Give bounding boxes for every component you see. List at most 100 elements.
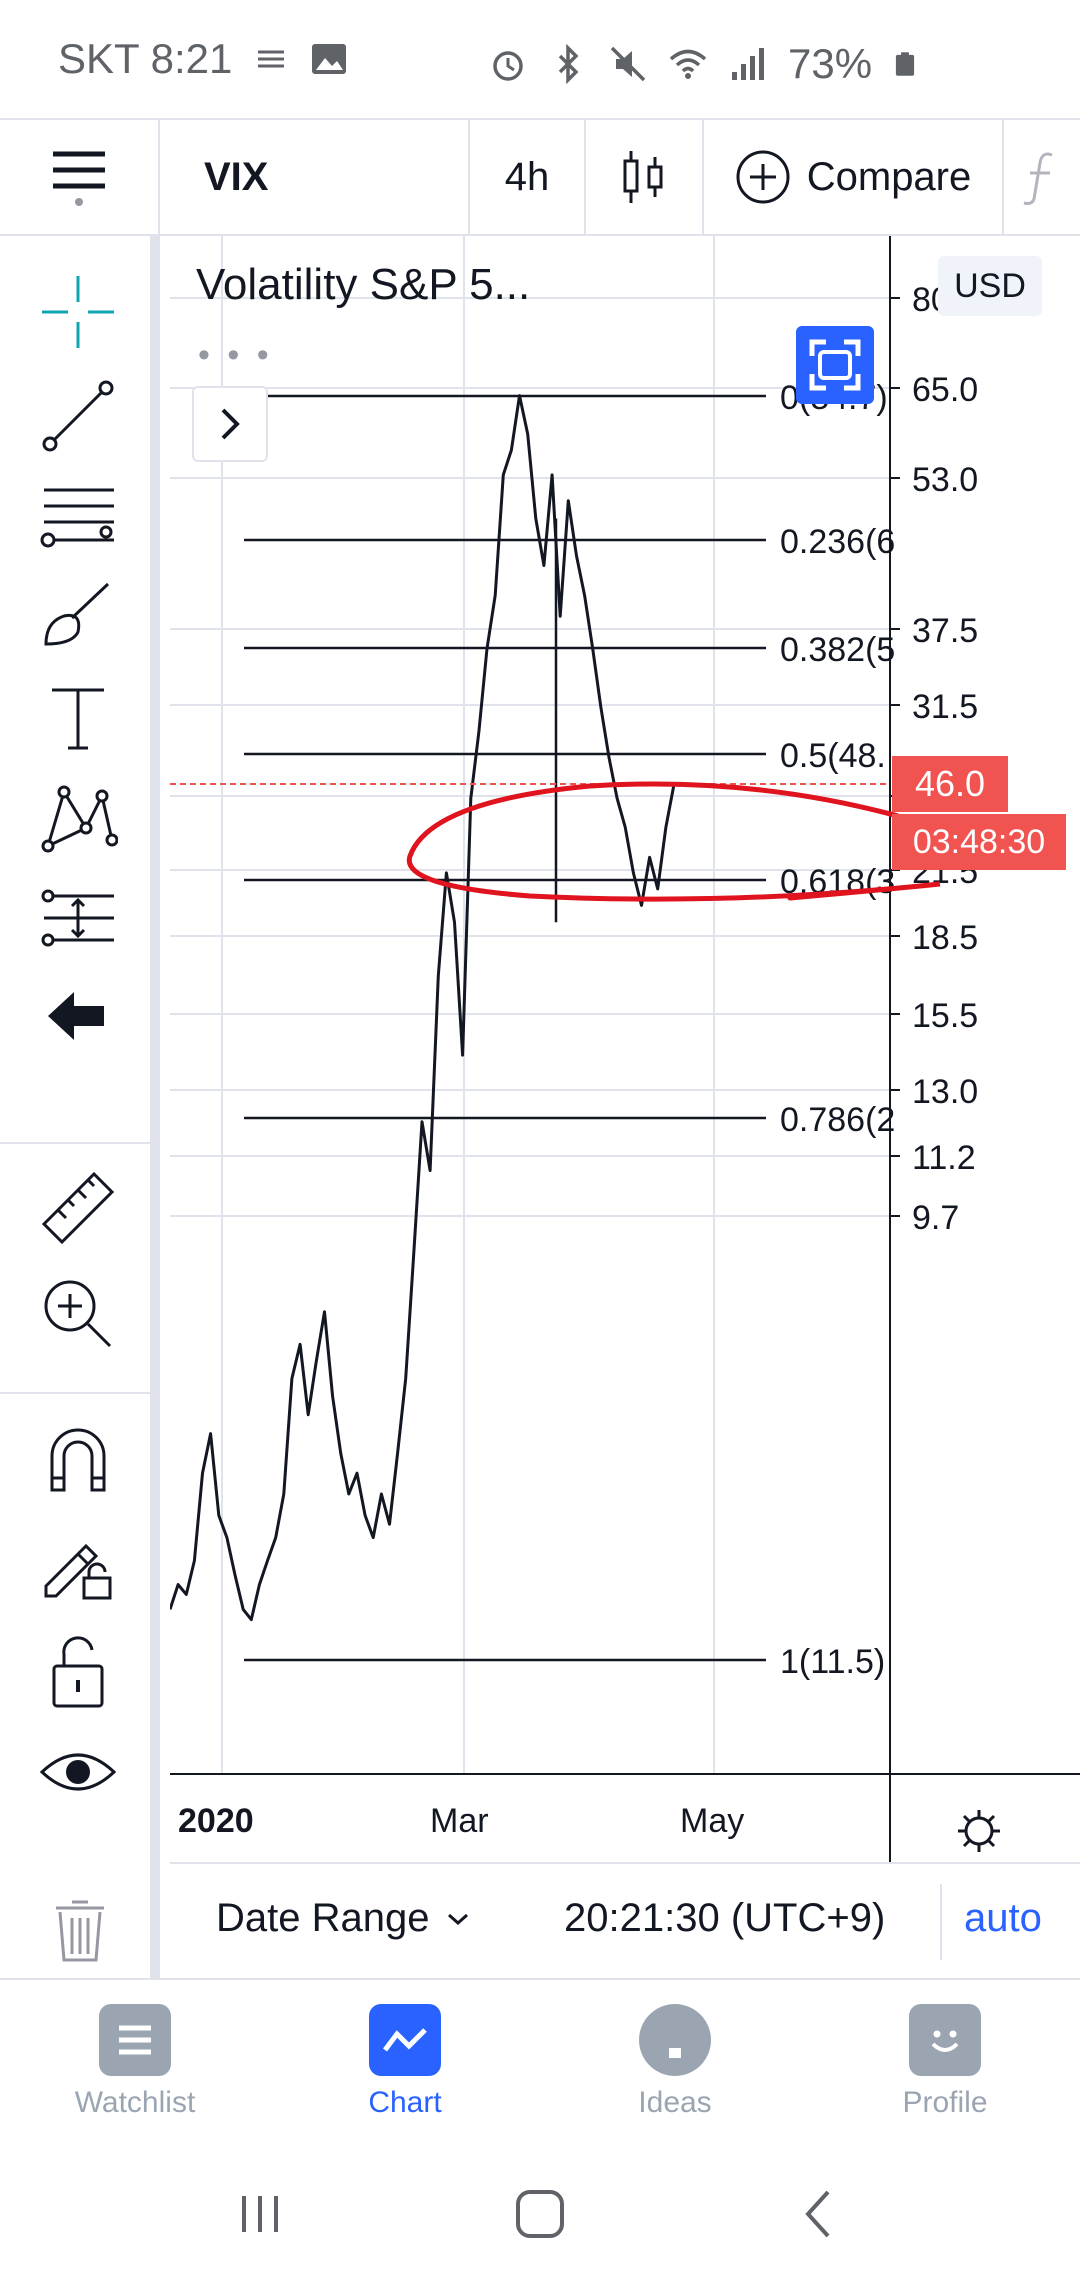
trash-icon[interactable] <box>52 1898 108 1964</box>
price-chart[interactable]: 180.065.053.037.531.525.521.518.515.513.… <box>170 236 1080 1862</box>
alarm-icon <box>493 51 523 81</box>
mute-icon <box>610 46 646 82</box>
home-icon[interactable] <box>510 2184 570 2244</box>
battery-percent: 73% <box>788 40 873 87</box>
legend-more-button[interactable]: • • • <box>198 336 273 374</box>
nav-watchlist[interactable]: Watchlist <box>0 1980 270 2148</box>
fib-level-label: 0.786(2 <box>780 1101 895 1139</box>
price-tick-label: 31.5 <box>912 688 978 726</box>
status-bar: SKT 8:21 73% <box>0 0 1080 118</box>
annotation-ellipse <box>406 781 941 902</box>
magnet-tool[interactable] <box>38 1420 118 1500</box>
carrier-time: SKT 8:21 <box>58 35 233 82</box>
compare-button[interactable]: Compare <box>704 120 1004 234</box>
currency-badge[interactable]: USD <box>938 256 1042 316</box>
date-range-button[interactable]: Date Range <box>216 1896 471 1941</box>
ruler-tool[interactable] <box>38 1168 118 1248</box>
system-navigation <box>0 2148 1080 2280</box>
lock-drawings-tool[interactable] <box>38 1526 118 1606</box>
crosshair-icon <box>42 276 114 348</box>
nav-watchlist-label: Watchlist <box>74 2086 196 2119</box>
brush-icon <box>44 582 110 646</box>
menu-button[interactable] <box>0 120 160 234</box>
chart-icon <box>369 2004 441 2076</box>
brush-tool[interactable] <box>38 576 118 656</box>
fib-retracement-icon <box>40 488 114 548</box>
nav-ideas-label: Ideas <box>638 2086 712 2119</box>
fib-level-label: 1(11.5) <box>780 1643 885 1681</box>
trend-line-tool[interactable] <box>38 376 118 456</box>
indicators-icon <box>1023 152 1053 205</box>
crosshair-tool[interactable] <box>38 272 118 352</box>
legend-toggle-button[interactable] <box>192 386 268 462</box>
zoom-in-tool[interactable] <box>38 1274 118 1354</box>
price-tick-label: 11.2 <box>912 1139 976 1177</box>
legend-title: Volatility S&P 5... <box>196 260 531 309</box>
price-tick-label: 53.0 <box>912 461 978 499</box>
price-tick-label: 9.7 <box>912 1199 959 1237</box>
chart-type-button[interactable] <box>586 120 704 234</box>
price-tick-label: 15.5 <box>912 997 978 1035</box>
ruler-icon <box>41 1171 115 1245</box>
profile-smiley-icon <box>909 2004 981 2076</box>
prediction-tool[interactable] <box>38 878 118 958</box>
text-tool[interactable] <box>38 678 118 758</box>
nav-ideas[interactable]: Ideas <box>540 1980 810 2148</box>
pattern-tool[interactable] <box>38 778 118 858</box>
chart-toolbar: VIX 4h Compare <box>0 118 1080 236</box>
settings-gear-icon[interactable] <box>954 1806 1004 1856</box>
chevron-right-icon <box>221 408 240 440</box>
ideas-lightbulb-icon <box>639 2004 711 2076</box>
lock-all-tool[interactable] <box>38 1632 118 1712</box>
nav-chart-label: Chart <box>368 2086 442 2119</box>
chart-bottom-bar: Date Range 20:21:30 (UTC+9) auto <box>170 1862 1080 1978</box>
wifi-icon <box>669 49 707 79</box>
add-circle-icon <box>736 150 790 204</box>
time-tick-label: May <box>680 1802 744 1840</box>
price-tick-label: 65.0 <box>912 371 978 409</box>
bluetooth-icon <box>558 44 579 84</box>
symbol-search-button[interactable]: VIX <box>160 120 470 234</box>
signal-icon <box>732 48 764 80</box>
nav-profile-label: Profile <box>902 2086 988 2119</box>
date-range-label: Date Range <box>216 1896 430 1940</box>
watchlist-icon <box>99 2004 171 2076</box>
pattern-icon <box>41 785 118 853</box>
notification-icon <box>258 50 285 68</box>
fullscreen-icon <box>809 339 861 391</box>
prediction-icon <box>41 889 114 947</box>
bar-countdown-label: 03:48:30 <box>892 814 1066 870</box>
fullscreen-button[interactable] <box>796 326 874 404</box>
nav-chart[interactable]: Chart <box>270 1980 540 2148</box>
recent-apps-icon[interactable] <box>230 2184 290 2244</box>
auto-scale-button[interactable]: auto <box>964 1896 1042 1940</box>
fib-retracement-tool[interactable] <box>38 476 118 556</box>
nav-profile[interactable]: Profile <box>810 1980 1080 2148</box>
time-zone-button[interactable]: 20:21:30 (UTC+9) <box>564 1896 886 1940</box>
chart-pane[interactable]: 180.065.053.037.531.525.521.518.515.513.… <box>170 236 1080 1862</box>
price-tick-label: 13.0 <box>912 1073 978 1111</box>
price-tick-label: 18.5 <box>912 919 978 957</box>
text-icon <box>52 688 104 750</box>
hide-toolbar-button[interactable] <box>38 976 118 1056</box>
back-arrow-icon <box>48 992 104 1040</box>
fib-level-label: 0.5(48. <box>780 737 886 775</box>
price-tick-label: 37.5 <box>912 612 978 650</box>
drawing-tools-sidebar <box>0 236 160 1978</box>
battery-icon <box>895 52 915 76</box>
hamburger-menu-icon <box>53 151 105 206</box>
bottom-navigation: Watchlist Chart Ideas Profile <box>0 1978 1080 2148</box>
back-icon[interactable] <box>790 2184 850 2244</box>
time-tick-label: 2020 <box>178 1802 254 1840</box>
last-price-label: 46.0 <box>892 756 1008 812</box>
hide-drawings-tool[interactable] <box>38 1732 118 1812</box>
divider <box>940 1884 942 1960</box>
lock-drawing-icon <box>44 1543 112 1600</box>
gallery-icon <box>312 44 347 74</box>
interval-button[interactable]: 4h <box>470 120 586 234</box>
lock-icon <box>52 1636 104 1708</box>
trend-line-icon <box>42 380 114 452</box>
indicators-button[interactable] <box>1004 120 1080 234</box>
time-tick-label: Mar <box>430 1802 489 1840</box>
magnet-icon <box>50 1428 106 1492</box>
